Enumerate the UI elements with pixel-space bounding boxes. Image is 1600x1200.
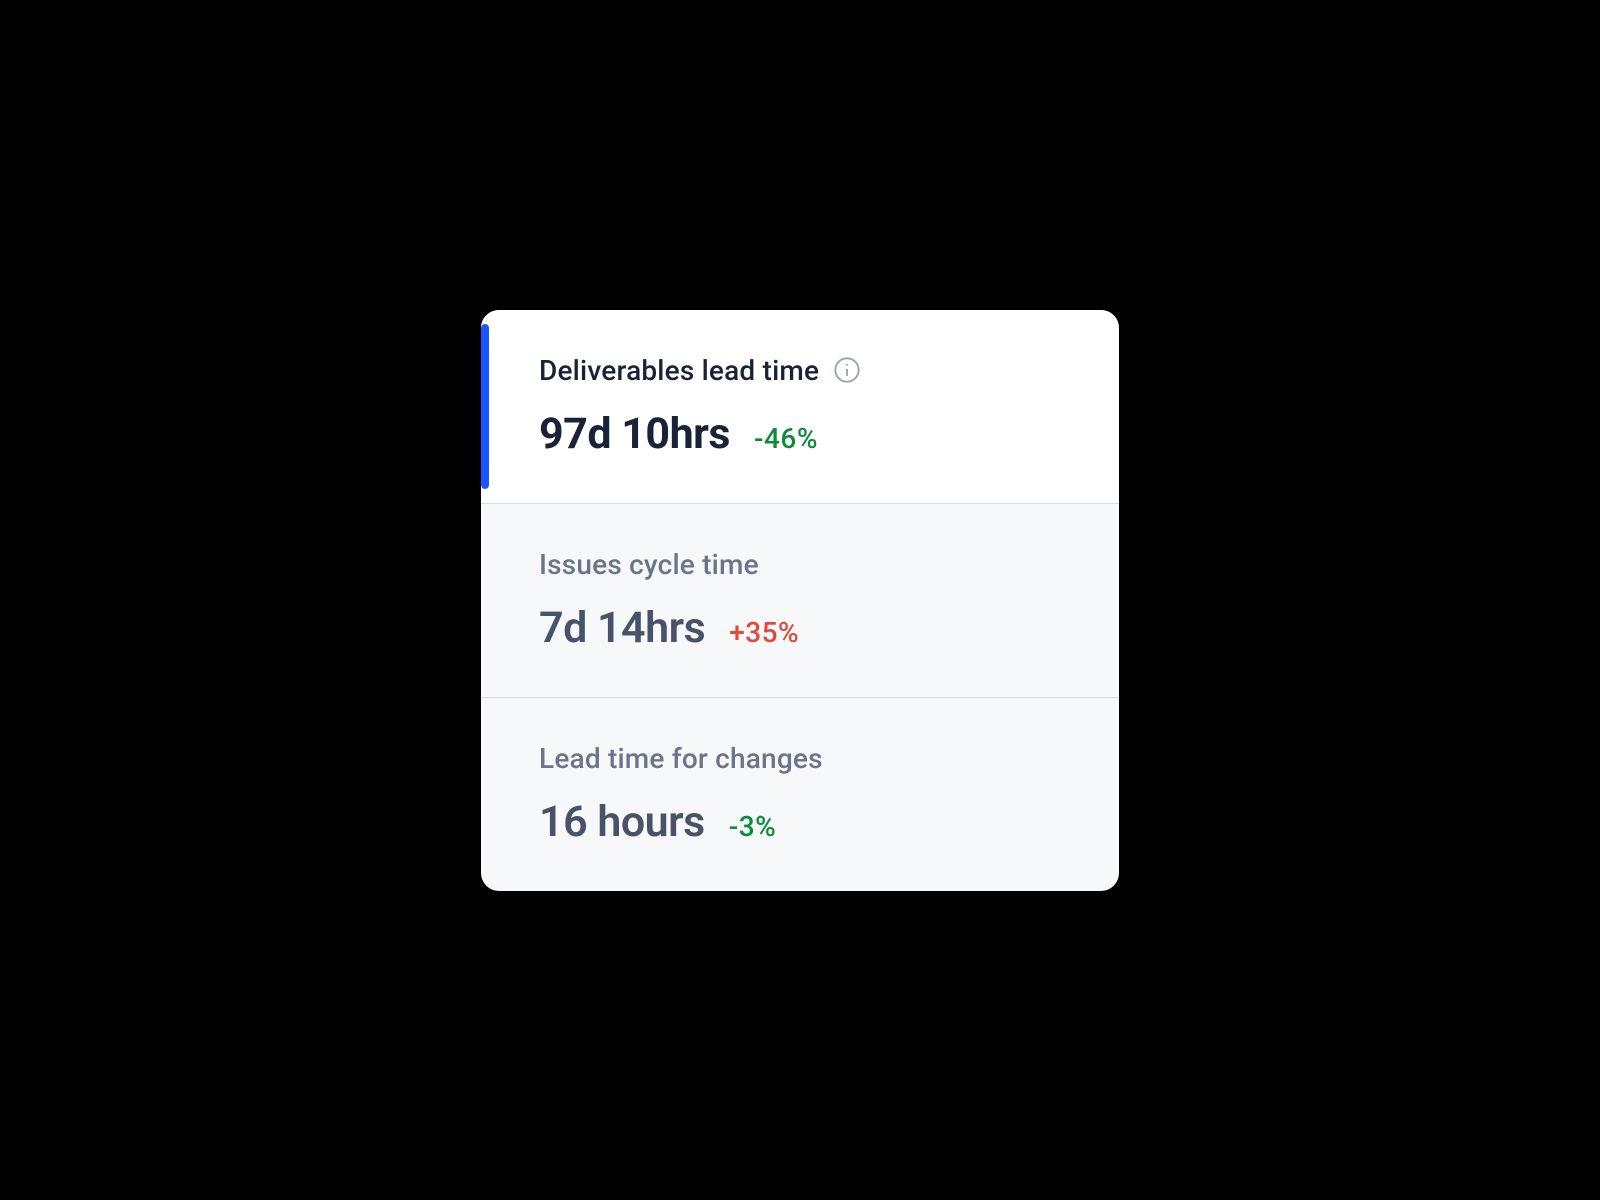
metric-value: 16 hours [539, 797, 705, 847]
metric-title: Lead time for changes [539, 742, 823, 775]
metric-value-row: 97d 10hrs -46% [539, 409, 1071, 459]
metric-value: 7d 14hrs [539, 603, 705, 653]
metric-issues-cycle-time[interactable]: Issues cycle time 7d 14hrs +35% [481, 504, 1119, 698]
info-icon[interactable] [833, 356, 861, 384]
metric-change: -3% [729, 810, 777, 843]
metric-value: 97d 10hrs [539, 409, 730, 459]
metric-header: Issues cycle time [539, 548, 1071, 581]
metric-header: Deliverables lead time [539, 354, 1071, 387]
metric-title: Issues cycle time [539, 548, 759, 581]
metric-header: Lead time for changes [539, 742, 1071, 775]
metric-deliverables-lead-time[interactable]: Deliverables lead time 97d 10hrs -46% [481, 310, 1119, 504]
metric-value-row: 16 hours -3% [539, 797, 1071, 847]
metric-value-row: 7d 14hrs +35% [539, 603, 1071, 653]
metric-change: -46% [754, 422, 818, 455]
metric-title: Deliverables lead time [539, 354, 819, 387]
metric-change: +35% [729, 616, 799, 649]
metrics-card: Deliverables lead time 97d 10hrs -46% Is… [481, 310, 1119, 891]
metric-lead-time-for-changes[interactable]: Lead time for changes 16 hours -3% [481, 698, 1119, 891]
